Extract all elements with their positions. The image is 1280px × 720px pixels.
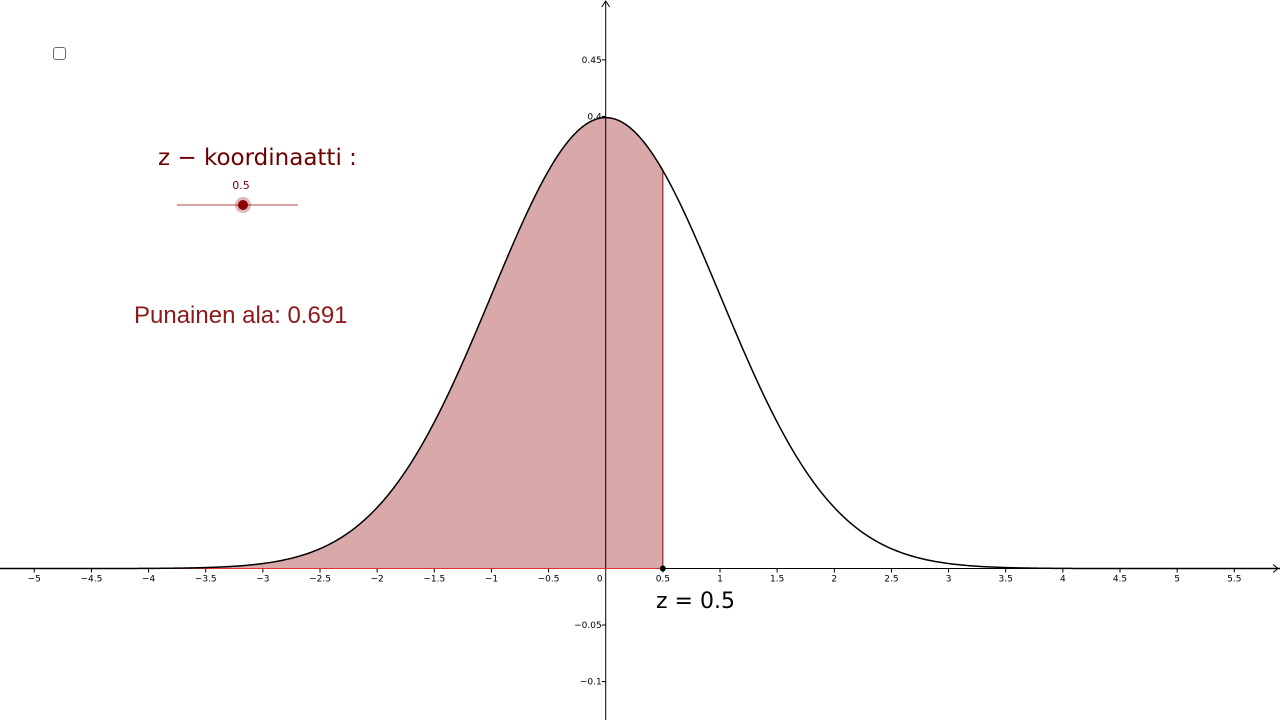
x-tick-label: 0.5 [656, 575, 670, 585]
y-tick-label: −0.1 [580, 678, 602, 688]
x-tick-label: −0.5 [538, 575, 560, 585]
x-tick-label: 3.5 [999, 575, 1013, 585]
x-tick-label: −3 [256, 575, 269, 585]
slider-caption: z − koordinaatti : [158, 145, 357, 171]
z-point[interactable] [659, 565, 666, 572]
x-tick-label: 1 [717, 575, 723, 585]
z-value-text: z = 0.5 [656, 589, 735, 614]
x-tick-label: −2 [371, 575, 384, 585]
x-tick-label: −3.5 [195, 575, 217, 585]
x-axis-ticks: −5 −4.5 −4 −3.5 −3 −2.5 −2 −1.5 −1 −0.5 0 0.5 1 1.5 2 2… [28, 568, 1241, 585]
x-tick-label: 4 [1060, 575, 1066, 585]
y-tick-label: −0.05 [574, 621, 602, 631]
x-tick-label: 4.5 [1113, 575, 1127, 585]
area-result-text: Punainen ala: 0.691 [134, 302, 348, 329]
x-tick-label: 5.5 [1227, 575, 1241, 585]
x-tick-label: 5 [1174, 575, 1180, 585]
show-hide-checkbox[interactable] [53, 47, 66, 60]
x-tick-label: 0 [597, 575, 603, 585]
x-tick-label: 2 [831, 575, 837, 585]
y-tick-label: 0.45 [582, 56, 602, 66]
slider-value-label: 0.5 [232, 179, 250, 192]
x-tick-label: 3 [946, 575, 952, 585]
y-tick-label: 0.4 [587, 112, 602, 122]
density-curve [0, 116, 1280, 570]
x-tick-label: −4.5 [80, 575, 102, 585]
y-axis-arrow [601, 0, 611, 8]
shaded-area [0, 117, 663, 569]
x-tick-label: −2.5 [309, 575, 331, 585]
x-tick-label: −4 [142, 575, 156, 585]
z-slider-track[interactable] [177, 204, 298, 206]
x-tick-label: 2.5 [884, 575, 898, 585]
x-tick-label: −1.5 [423, 575, 445, 585]
x-tick-label: −1 [485, 575, 498, 585]
z-slider-knob[interactable] [235, 197, 251, 213]
x-tick-label: 1.5 [770, 575, 784, 585]
x-tick-label: −5 [28, 575, 41, 585]
